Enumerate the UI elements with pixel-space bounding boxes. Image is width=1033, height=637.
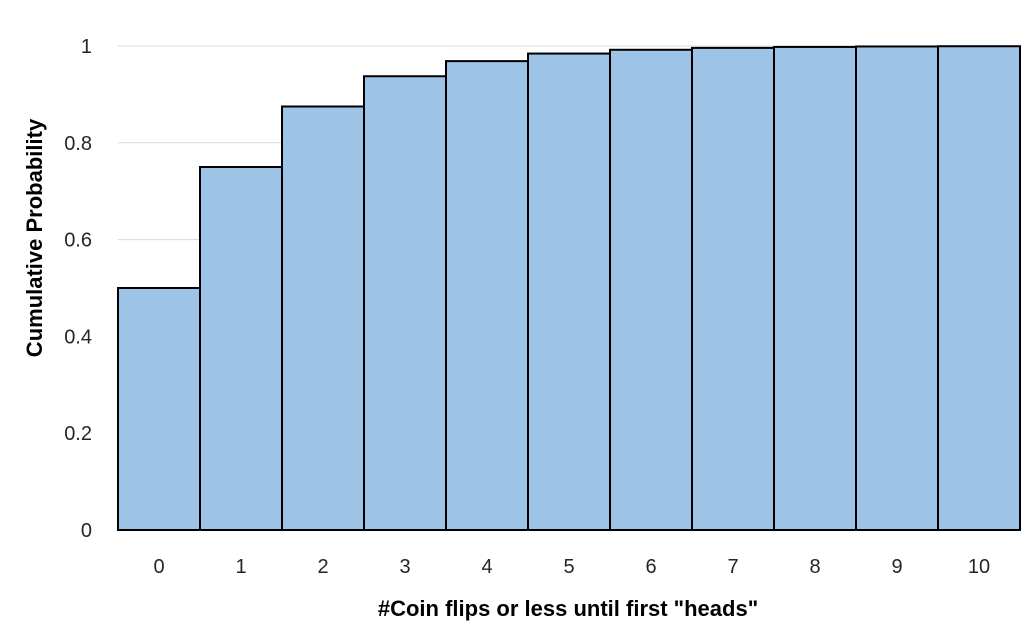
y-tick-label: 0.6: [64, 230, 92, 252]
y-tick-label: 0: [81, 520, 92, 542]
bar-8: [773, 45, 857, 531]
bar-3: [363, 75, 447, 531]
bar-5: [527, 52, 611, 531]
x-tick-label: 4: [481, 556, 492, 578]
bar-10: [937, 45, 1021, 531]
bar-7: [691, 46, 775, 531]
bar-1: [199, 166, 283, 531]
bar-6: [609, 48, 693, 531]
x-tick-label: 10: [968, 556, 990, 578]
bar-4: [445, 60, 529, 531]
y-tick-labels: 0 0.2 0.4 0.6 0.8 1: [64, 36, 92, 542]
x-tick-label: 1: [235, 556, 246, 578]
y-tick-label: 0.8: [64, 133, 92, 155]
x-tick-label: 6: [645, 556, 656, 578]
x-tick-label: 5: [563, 556, 574, 578]
bars: [117, 45, 1021, 531]
x-tick-labels: 0 1 2 3 4 5 6 7 8 9 10: [153, 556, 990, 578]
bar-2: [281, 105, 365, 531]
y-tick-label: 1: [81, 36, 92, 58]
x-tick-label: 3: [399, 556, 410, 578]
bar-9: [855, 45, 939, 531]
y-tick-label: 0.2: [64, 423, 92, 445]
x-tick-label: 0: [153, 556, 164, 578]
bar-0: [117, 287, 201, 531]
y-tick-label: 0.4: [64, 326, 92, 348]
y-axis-title: Cumulative Probability: [22, 118, 47, 357]
x-tick-label: 2: [317, 556, 328, 578]
x-tick-label: 8: [809, 556, 820, 578]
x-tick-label: 7: [727, 556, 738, 578]
x-tick-label: 9: [891, 556, 902, 578]
x-axis-title: #Coin flips or less until first "heads": [378, 596, 758, 621]
